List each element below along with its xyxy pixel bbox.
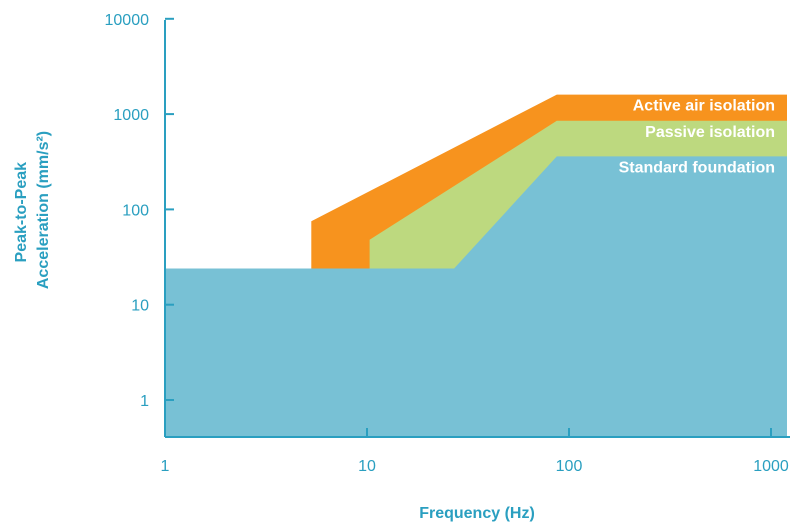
chart-axes xyxy=(164,20,790,438)
y-axis-title: Peak-to-Peak Acceleration (mm/s²) xyxy=(13,131,52,289)
y-tick-label: 1 xyxy=(140,393,149,410)
x-tick-label: 100 xyxy=(556,458,583,475)
y-tick-label: 1000 xyxy=(113,107,149,124)
y-axis-ticks: 1 10 100 1000 10000 xyxy=(105,12,174,410)
x-axis-ticks: 1 10 100 1000 xyxy=(161,428,789,475)
x-tick-label: 10 xyxy=(358,458,376,475)
series-label-2: Passive isolation xyxy=(645,124,775,141)
x-tick-label: 1000 xyxy=(753,458,789,475)
y-tick-label: 10000 xyxy=(105,12,150,29)
y-tick-label: 100 xyxy=(122,202,149,219)
y-axis-title-line-2: Acceleration (mm/s²) xyxy=(35,131,52,289)
series-label-3: Standard foundation xyxy=(619,159,775,176)
chart-areas xyxy=(165,94,787,438)
x-axis-title: Frequency (Hz) xyxy=(419,505,535,522)
y-tick-label: 10 xyxy=(131,298,149,315)
y-axis-title-line-1: Peak-to-Peak xyxy=(13,162,30,263)
area-series-3 xyxy=(165,156,787,437)
x-tick-label: 1 xyxy=(161,458,170,475)
series-label-1: Active air isolation xyxy=(633,98,775,115)
series-labels: Active air isolation Passive isolation Sta… xyxy=(619,98,775,177)
